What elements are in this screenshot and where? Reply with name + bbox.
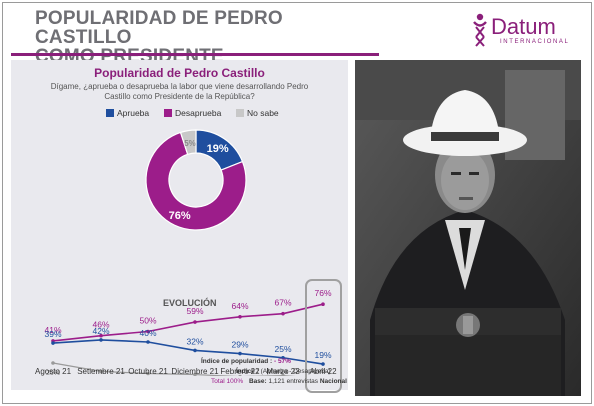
data-point xyxy=(99,369,103,374)
data-point xyxy=(146,329,150,334)
page-title: POPULARIDAD DE PEDRO CASTILLO COMO PRESI… xyxy=(35,9,375,66)
datum-figure-icon xyxy=(473,13,487,47)
data-label: 40% xyxy=(139,328,156,338)
data-label: 39% xyxy=(44,329,61,339)
x-tick-label: Setiembre 21 xyxy=(77,367,125,376)
index-label: Índice de popularidad : xyxy=(201,358,273,365)
index-formula: Índice : (Aprueba - Desaprueba) xyxy=(236,368,331,375)
data-point xyxy=(238,374,242,376)
x-tick-label: Diciembre 21 xyxy=(171,367,219,376)
data-label: 59% xyxy=(186,306,203,316)
total-label: Total 100% xyxy=(211,378,244,385)
data-label: 64% xyxy=(231,301,248,311)
data-point xyxy=(281,355,285,360)
data-label: 46% xyxy=(92,320,109,330)
x-tick-label: Octubre 21 xyxy=(128,367,168,376)
data-point xyxy=(321,302,325,306)
legend-label: No sabe xyxy=(247,108,279,118)
data-label: 25% xyxy=(274,344,291,354)
data-point xyxy=(281,311,285,316)
data-label: 41% xyxy=(44,325,61,335)
legend-swatch xyxy=(164,109,172,117)
index-value: - 57% xyxy=(273,358,291,365)
data-label: 42% xyxy=(92,326,109,336)
formula-value: (Aprueba - Desaprueba) xyxy=(260,368,331,375)
data-point xyxy=(193,348,197,353)
data-point xyxy=(99,333,103,338)
brand-name: Datum xyxy=(491,14,556,39)
legend-item-desaprueba: Desaprueba xyxy=(164,108,221,118)
pie-data-label: 76% xyxy=(169,210,191,222)
base-scope: Nacional xyxy=(319,378,347,385)
pie-slice-desaprueba xyxy=(145,131,247,231)
brand-subtitle: INTERNACIONAL xyxy=(500,39,570,45)
data-point xyxy=(321,362,325,366)
portrait-image xyxy=(355,60,581,396)
data-point xyxy=(193,372,197,376)
highlight-box-abril xyxy=(305,279,342,393)
data-point xyxy=(51,341,55,345)
legend-swatch xyxy=(236,109,244,117)
pie-data-label: 19% xyxy=(207,143,229,155)
data-point xyxy=(99,338,103,342)
legend-item-aprueba: Aprueba xyxy=(106,108,149,118)
header-divider xyxy=(11,53,379,56)
data-label: 32% xyxy=(186,336,203,346)
data-point xyxy=(146,340,150,344)
pie-data-label: 5% xyxy=(184,139,196,148)
title-line-1: POPULARIDAD DE PEDRO CASTILLO xyxy=(35,8,283,48)
data-label: 20% xyxy=(46,370,60,376)
line-chart: 41% 46% 50% 59% 64% 67% 76% 39% 42% 40% 32% 29% 25% 1… xyxy=(35,288,337,376)
x-tick-label: Marzo 22 xyxy=(266,367,300,376)
popularity-index: Índice de popularidad : - 57% xyxy=(201,358,291,365)
data-point xyxy=(146,371,150,376)
legend-item-no-sabe: No sabe xyxy=(236,108,279,118)
data-point xyxy=(238,351,242,356)
evolution-label: EVOLUCIÓN xyxy=(163,298,217,308)
legend-swatch xyxy=(106,109,114,117)
data-label: 67% xyxy=(274,298,291,308)
legend-label: Desaprueba xyxy=(175,108,222,118)
base-label: Base: xyxy=(248,378,267,385)
x-tick-label: Abril 22 xyxy=(309,367,337,376)
data-label: 76% xyxy=(314,288,331,298)
formula-label: Índice : xyxy=(236,368,259,375)
legend: Aprueba Desaprueba No sabe xyxy=(106,108,306,120)
data-point xyxy=(193,320,197,324)
base-info: Total 100% Base: 1,121 entrevistas Nacio… xyxy=(211,378,347,385)
brand-logo: Datum INTERNACIONAL xyxy=(471,13,589,49)
data-point xyxy=(281,373,285,376)
data-label: 50% xyxy=(139,316,156,326)
legend-label: Aprueba xyxy=(117,108,150,118)
data-label: 19% xyxy=(314,350,331,360)
data-point xyxy=(238,315,242,319)
base-value: 1,121 entrevistas xyxy=(268,378,319,385)
chart-title: Popularidad de Pedro Castillo xyxy=(94,66,265,80)
donut-chart: 19% 76% 5% xyxy=(145,129,247,231)
data-point xyxy=(51,361,55,365)
survey-question: Dígame, ¿aprueba o desaprueba la labor q… xyxy=(50,82,309,101)
x-tick-label: Agosto 21 xyxy=(35,367,72,376)
chart-panel: Popularidad de Pedro Castillo Dígame, ¿a… xyxy=(11,60,348,393)
data-label: 29% xyxy=(231,340,248,350)
x-tick-label: Febrero 22 xyxy=(220,367,260,376)
pie-slice-no-sabe xyxy=(179,129,197,156)
president-photo xyxy=(355,60,581,396)
